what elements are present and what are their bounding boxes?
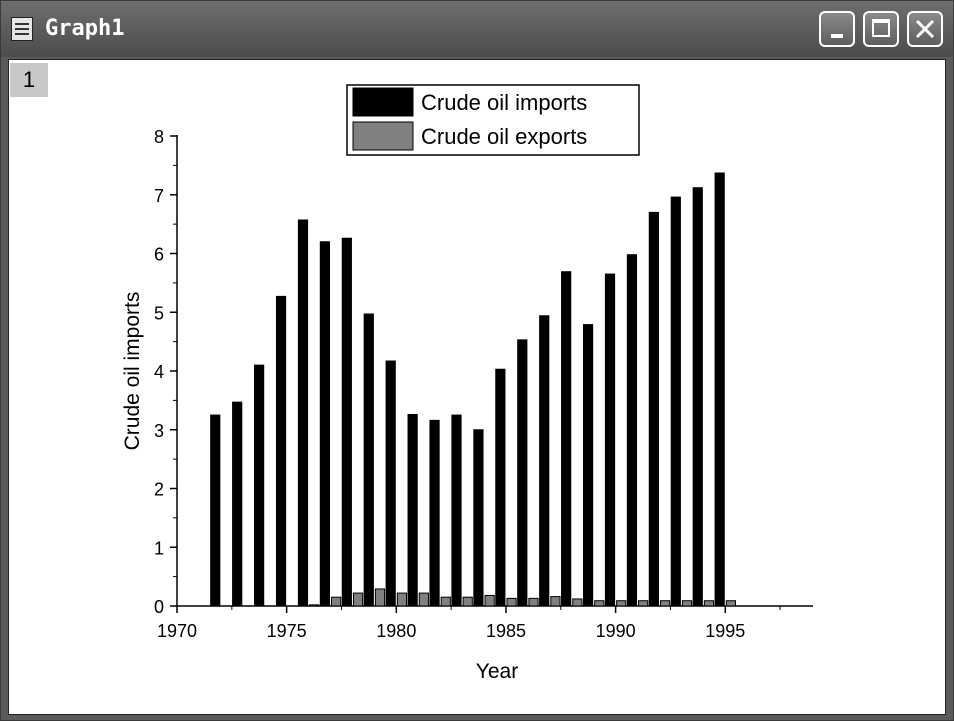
bar-imports xyxy=(714,172,725,607)
layer-tab[interactable]: 1 xyxy=(10,63,48,97)
bar-imports xyxy=(275,295,287,607)
bar-exports xyxy=(616,600,627,607)
bar-exports xyxy=(550,596,561,607)
legend-swatch xyxy=(352,87,414,117)
bar-exports xyxy=(396,592,408,607)
close-button[interactable] xyxy=(907,11,943,47)
bar-exports xyxy=(572,598,583,607)
bar-exports xyxy=(594,600,605,607)
bar-imports xyxy=(517,339,528,607)
close-icon xyxy=(915,19,935,39)
bar-imports xyxy=(232,401,243,607)
bar-imports xyxy=(385,360,396,607)
bar-imports xyxy=(254,364,265,607)
bar-exports xyxy=(725,600,736,607)
bar-imports xyxy=(539,315,550,607)
bar-imports xyxy=(582,324,594,607)
bar-imports xyxy=(210,414,221,607)
bar-imports xyxy=(692,187,703,607)
y-tick-label: 0 xyxy=(154,597,164,617)
y-tick-label: 2 xyxy=(154,480,164,500)
maximize-button[interactable] xyxy=(863,11,899,47)
x-tick-label: 1995 xyxy=(705,621,745,641)
bar-exports xyxy=(309,604,320,607)
minimize-button[interactable] xyxy=(819,11,855,47)
bar-exports xyxy=(638,600,649,607)
legend-label: Crude oil imports xyxy=(421,90,587,115)
minimize-icon xyxy=(831,34,843,38)
bar-exports xyxy=(462,596,473,607)
bar-imports xyxy=(648,211,659,607)
bar-imports xyxy=(429,419,440,607)
bar-imports xyxy=(604,273,616,607)
y-tick-label: 4 xyxy=(154,362,164,382)
x-tick-label: 1975 xyxy=(267,621,307,641)
bar-imports xyxy=(451,414,462,607)
legend-label: Crude oil exports xyxy=(421,124,587,149)
bar-exports xyxy=(418,592,429,607)
bar-imports xyxy=(319,241,331,607)
bar-exports xyxy=(374,588,386,607)
window-title: Graph1 xyxy=(45,16,125,41)
bar-exports xyxy=(703,600,715,607)
bar-imports xyxy=(407,413,418,607)
bar-imports xyxy=(561,271,572,607)
graph-window-icon[interactable] xyxy=(11,17,33,41)
bar-imports xyxy=(670,196,681,607)
bar-imports xyxy=(297,219,309,607)
bar-exports xyxy=(440,596,451,607)
x-axis-title: Year xyxy=(476,660,518,683)
y-tick-label: 8 xyxy=(154,127,164,147)
y-tick-label: 5 xyxy=(154,303,164,323)
title-bar[interactable]: Graph1 xyxy=(1,1,953,57)
maximize-icon xyxy=(872,19,890,37)
bar-imports xyxy=(341,237,352,607)
y-tick-label: 6 xyxy=(154,245,164,265)
bar-exports xyxy=(659,600,671,607)
bar-exports xyxy=(506,597,517,607)
x-tick-label: 1970 xyxy=(157,621,197,641)
y-tick-label: 1 xyxy=(154,538,164,558)
bar-exports xyxy=(681,600,693,607)
x-tick-label: 1980 xyxy=(376,621,416,641)
bar-imports xyxy=(363,313,374,607)
legend-swatch xyxy=(352,121,414,151)
x-tick-label: 1985 xyxy=(486,621,526,641)
bar-exports xyxy=(331,596,342,607)
bar-imports xyxy=(473,429,484,607)
y-axis-title: Crude oil imports xyxy=(121,292,144,451)
x-tick-label: 1990 xyxy=(596,621,636,641)
bar-exports xyxy=(484,594,495,607)
bar-exports xyxy=(352,592,364,607)
y-tick-label: 7 xyxy=(154,186,164,206)
bar-imports xyxy=(495,368,506,607)
bar-exports xyxy=(528,597,539,607)
y-tick-label: 3 xyxy=(154,421,164,441)
bar-imports xyxy=(626,254,638,607)
